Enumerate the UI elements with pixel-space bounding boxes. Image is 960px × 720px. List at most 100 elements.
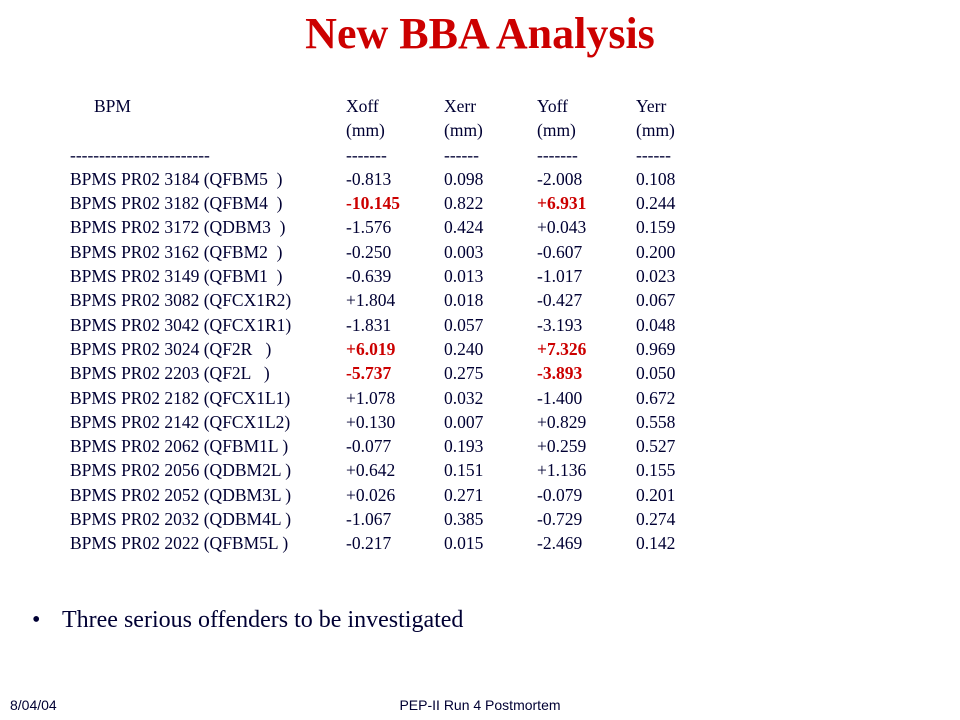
footer-date: 8/04/04 <box>10 697 57 713</box>
cell-bpm: BPMS PR02 3184 (QFBM5 ) <box>70 168 283 189</box>
cell-xoff: +1.804 <box>346 290 396 311</box>
cell-yoff: -2.008 <box>537 168 583 189</box>
cell-yerr: 0.155 <box>636 460 676 481</box>
cell-xerr: 0.098 <box>444 168 484 189</box>
cell-yerr: 0.969 <box>636 338 676 359</box>
cell-xerr: 0.193 <box>444 436 484 457</box>
table-row: BPMS PR02 2182 (QFCX1L1) +1.078 0.032 -1.40… <box>70 388 675 412</box>
cell-xoff: -0.217 <box>346 533 392 554</box>
cell-xoff: -1.831 <box>346 314 392 335</box>
cell-xoff: +1.078 <box>346 387 396 408</box>
table-body: BPMS PR02 3184 (QFBM5 ) -0.813 0.098 -2.008… <box>70 169 675 558</box>
cell-bpm: BPMS PR02 3082 (QFCX1R2) <box>70 290 292 311</box>
header-yerr: Yerr <box>636 96 667 116</box>
table-row: BPMS PR02 3024 (QF2R ) +6.019 0.240 +7.326 0… <box>70 339 675 363</box>
cell-xerr: 0.015 <box>444 533 484 554</box>
cell-yoff: +0.829 <box>537 411 587 432</box>
cell-bpm: BPMS PR02 3172 (QDBM3 ) <box>70 217 286 238</box>
cell-xoff: -5.737 <box>346 363 392 384</box>
cell-bpm: BPMS PR02 3042 (QFCX1R1) <box>70 314 292 335</box>
cell-xerr: 0.032 <box>444 387 484 408</box>
cell-yoff: +0.043 <box>537 217 587 238</box>
cell-xerr: 0.822 <box>444 193 484 214</box>
table-row: BPMS PR02 2142 (QFCX1L2) +0.130 0.007 +0.82… <box>70 412 675 436</box>
bullet-dot: • <box>32 607 41 633</box>
cell-xoff: +0.026 <box>346 484 396 505</box>
cell-bpm: BPMS PR02 2203 (QF2L ) <box>70 363 270 384</box>
cell-yerr: 0.274 <box>636 509 676 530</box>
cell-xoff: -0.639 <box>346 266 392 287</box>
units-yerr: (mm) <box>636 120 675 141</box>
cell-yoff: +7.326 <box>537 338 587 359</box>
table-row: BPMS PR02 2062 (QFBM1L ) -0.077 0.193 +0.25… <box>70 436 675 460</box>
cell-yoff: -1.400 <box>537 387 583 408</box>
separator-yerr: ------ <box>636 144 671 165</box>
cell-xerr: 0.013 <box>444 266 484 287</box>
cell-bpm: BPMS PR02 2032 (QDBM4L ) <box>70 509 292 530</box>
cell-yoff: -0.607 <box>537 241 583 262</box>
table-row: BPMS PR02 3082 (QFCX1R2) +1.804 0.018 -0.42… <box>70 290 675 314</box>
cell-yerr: 0.200 <box>636 241 676 262</box>
cell-yerr: 0.108 <box>636 168 676 189</box>
cell-xoff: +6.019 <box>346 338 396 359</box>
header-xoff: Xoff <box>346 96 379 116</box>
cell-xerr: 0.018 <box>444 290 484 311</box>
table-row: BPMS PR02 2203 (QF2L ) -5.737 0.275 -3.893 0… <box>70 363 675 387</box>
table-row: BPMS PR02 3184 (QFBM5 ) -0.813 0.098 -2.008… <box>70 169 675 193</box>
separator-yoff: ------- <box>537 144 578 165</box>
cell-yerr: 0.159 <box>636 217 676 238</box>
cell-yerr: 0.672 <box>636 387 676 408</box>
table-row: BPMS PR02 2022 (QFBM5L ) -0.217 0.015 -2.46… <box>70 533 675 557</box>
cell-yoff: -2.469 <box>537 533 583 554</box>
cell-yerr: 0.558 <box>636 411 676 432</box>
cell-yoff: -3.193 <box>537 314 583 335</box>
bullet-point: • Three serious offenders to be investiga… <box>32 607 463 634</box>
separator-bpm: ------------------------ <box>70 144 210 165</box>
cell-yoff: +6.931 <box>537 193 587 214</box>
cell-yoff: +1.136 <box>537 460 587 481</box>
cell-bpm: BPMS PR02 3182 (QFBM4 ) <box>70 193 283 214</box>
separator-xoff: ------- <box>346 144 387 165</box>
cell-xoff: -1.067 <box>346 509 392 530</box>
table-header-row: BPM Xoff Xerr Yoff Yerr <box>70 96 666 120</box>
cell-xerr: 0.007 <box>444 411 484 432</box>
cell-xerr: 0.151 <box>444 460 484 481</box>
cell-xoff: -0.250 <box>346 241 392 262</box>
cell-bpm: BPMS PR02 3024 (QF2R ) <box>70 338 272 359</box>
cell-yoff: -3.893 <box>537 363 583 384</box>
cell-xerr: 0.057 <box>444 314 484 335</box>
units-yoff: (mm) <box>537 120 576 141</box>
table-row: BPMS PR02 3042 (QFCX1R1) -1.831 0.057 -3.19… <box>70 315 675 339</box>
cell-xerr: 0.424 <box>444 217 484 238</box>
cell-yerr: 0.201 <box>636 484 676 505</box>
cell-yoff: -0.079 <box>537 484 583 505</box>
cell-yerr: 0.244 <box>636 193 676 214</box>
table-units-row: (mm) (mm) (mm) (mm) <box>70 120 675 144</box>
bba-table: BPM Xoff Xerr Yoff Yerr (mm) (mm) (mm) (… <box>70 96 675 558</box>
cell-xoff: +0.642 <box>346 460 396 481</box>
cell-xerr: 0.003 <box>444 241 484 262</box>
cell-xoff: -1.576 <box>346 217 392 238</box>
cell-bpm: BPMS PR02 2142 (QFCX1L2) <box>70 411 291 432</box>
table-row: BPMS PR02 3162 (QFBM2 ) -0.250 0.003 -0.607… <box>70 242 675 266</box>
footer-title: PEP-II Run 4 Postmortem <box>399 697 561 713</box>
cell-xoff: +0.130 <box>346 411 396 432</box>
cell-xoff: -10.145 <box>346 193 400 214</box>
table-row: BPMS PR02 2032 (QDBM4L ) -1.067 0.385 -0.72… <box>70 509 675 533</box>
table-row: BPMS PR02 2056 (QDBM2L ) +0.642 0.151 +1.13… <box>70 460 675 484</box>
header-yoff: Yoff <box>537 96 568 116</box>
cell-bpm: BPMS PR02 2182 (QFCX1L1) <box>70 387 291 408</box>
cell-bpm: BPMS PR02 2022 (QFBM5L ) <box>70 533 289 554</box>
cell-yerr: 0.050 <box>636 363 676 384</box>
cell-xoff: -0.077 <box>346 436 392 457</box>
cell-yoff: -0.729 <box>537 509 583 530</box>
units-xoff: (mm) <box>346 120 385 141</box>
cell-yerr: 0.067 <box>636 290 676 311</box>
cell-bpm: BPMS PR02 3162 (QFBM2 ) <box>70 241 283 262</box>
header-bpm: BPM <box>94 96 131 116</box>
separator-xerr: ------ <box>444 144 479 165</box>
cell-bpm: BPMS PR02 2056 (QDBM2L ) <box>70 460 292 481</box>
cell-yerr: 0.048 <box>636 314 676 335</box>
units-xerr: (mm) <box>444 120 483 141</box>
table-row: BPMS PR02 2052 (QDBM3L ) +0.026 0.271 -0.07… <box>70 485 675 509</box>
